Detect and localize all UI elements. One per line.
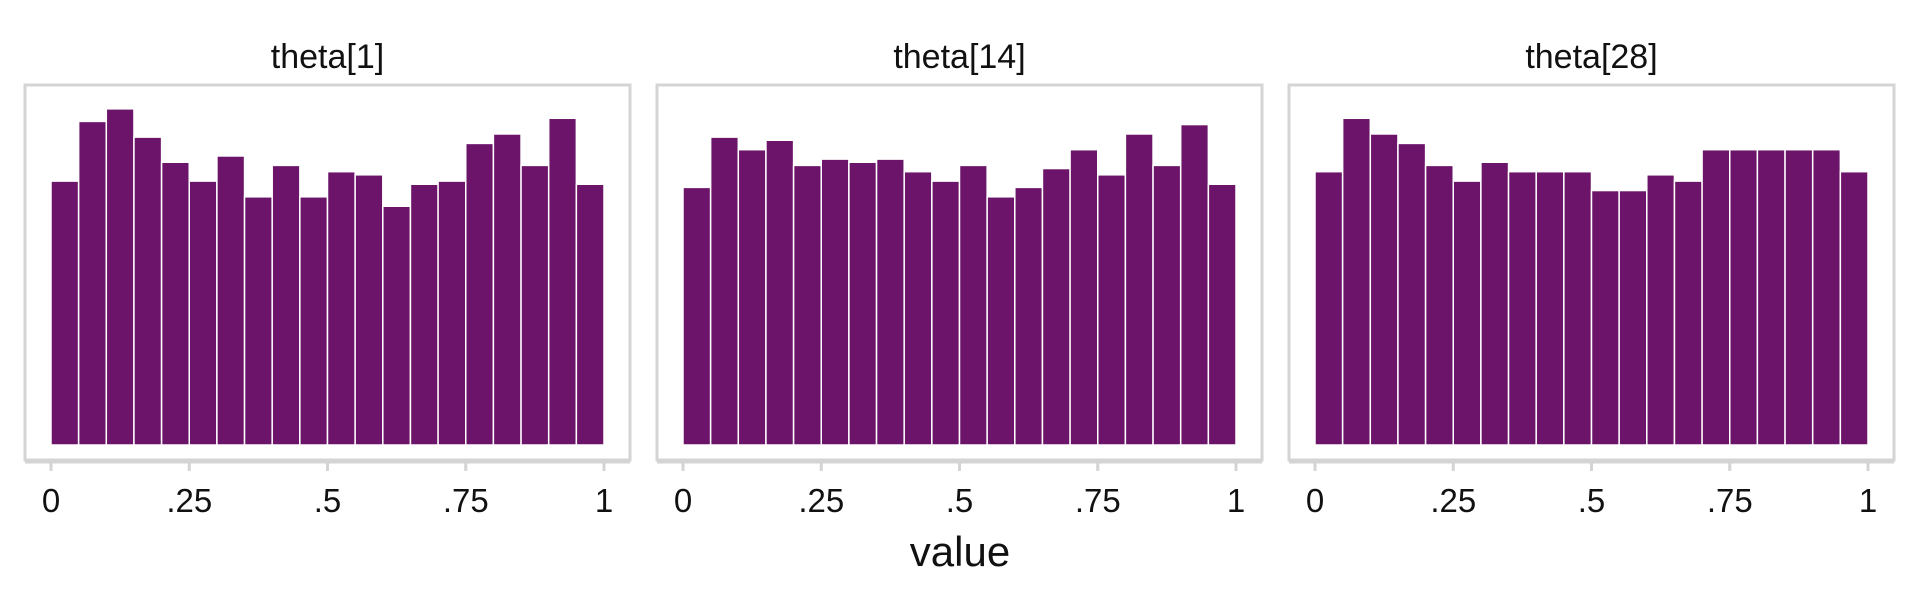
histogram-bar bbox=[188, 180, 218, 446]
histogram-bar bbox=[682, 186, 712, 446]
x-tick-label: .5 bbox=[314, 482, 342, 519]
x-axis-title: value bbox=[910, 528, 1010, 575]
panel-title: theta[28] bbox=[1525, 38, 1657, 76]
histogram-bar bbox=[547, 117, 578, 446]
histogram-bar bbox=[1014, 186, 1044, 446]
x-tick-label: .25 bbox=[166, 482, 212, 519]
histogram-bar bbox=[737, 148, 767, 446]
panel-2: theta[14] 0 .25 .5 .75 1 bbox=[655, 38, 1264, 519]
x-tick-label: .75 bbox=[1707, 482, 1753, 519]
histogram-bar bbox=[105, 108, 135, 446]
x-tick-label: 0 bbox=[674, 482, 692, 519]
histogram-bar bbox=[1811, 148, 1842, 446]
histogram-bar bbox=[492, 133, 522, 446]
histogram-bar bbox=[1646, 174, 1676, 446]
plot-frame bbox=[23, 83, 632, 462]
histogram-bar bbox=[575, 183, 605, 446]
histogram-bar bbox=[1784, 148, 1814, 446]
histogram-bar bbox=[1314, 170, 1344, 446]
histogram-bar bbox=[1618, 189, 1648, 446]
histogram-bar bbox=[77, 120, 108, 446]
histogram-bar bbox=[931, 180, 961, 446]
histogram-bar bbox=[1069, 148, 1099, 446]
histogram-bar bbox=[1097, 174, 1127, 446]
histogram-bar bbox=[299, 196, 329, 446]
histogram-bar bbox=[243, 196, 273, 446]
histogram-bar bbox=[1341, 117, 1372, 446]
panel-1: theta[1] 0 .25 .5 .75 1 bbox=[23, 38, 632, 519]
histogram-bar bbox=[216, 155, 246, 446]
histogram-bar bbox=[409, 183, 439, 446]
histogram-bar bbox=[765, 139, 795, 446]
histogram-bar bbox=[709, 136, 740, 446]
histogram-bar bbox=[271, 164, 301, 446]
histogram-bar bbox=[1590, 189, 1620, 446]
histogram-bar bbox=[382, 205, 412, 446]
histogram-bar bbox=[1397, 142, 1427, 446]
histogram-bar bbox=[1535, 170, 1565, 446]
x-tick-label: .5 bbox=[1578, 482, 1606, 519]
histogram-bar bbox=[1729, 148, 1759, 446]
histogram-bar bbox=[1507, 170, 1537, 446]
histogram-bar bbox=[1563, 170, 1593, 446]
x-tick-label: 0 bbox=[1306, 482, 1324, 519]
histogram-bar bbox=[958, 164, 988, 446]
histogram-bar bbox=[133, 136, 163, 446]
histogram-bar bbox=[1839, 170, 1869, 446]
histogram-bar bbox=[1207, 183, 1237, 446]
panel-3: theta[28] 0 .25 .5 .75 1 bbox=[1287, 38, 1896, 519]
histogram-bar bbox=[792, 164, 822, 446]
x-tick-label: .25 bbox=[798, 482, 844, 519]
x-tick-label: .5 bbox=[946, 482, 974, 519]
histogram-bar bbox=[1152, 164, 1182, 446]
x-tick-label: 1 bbox=[1859, 482, 1877, 519]
histogram-bar bbox=[1179, 123, 1210, 446]
histogram-bar bbox=[326, 170, 356, 446]
histogram-bar bbox=[1756, 148, 1786, 446]
histogram-bar bbox=[1041, 167, 1071, 446]
x-tick-label: .25 bbox=[1430, 482, 1476, 519]
histogram-bar bbox=[160, 161, 191, 446]
x-tick-label: .75 bbox=[443, 482, 489, 519]
histogram-bar bbox=[1673, 180, 1703, 446]
histogram-bar bbox=[1480, 161, 1510, 446]
x-tick-label: 1 bbox=[1227, 482, 1245, 519]
histogram-bar bbox=[1424, 164, 1454, 446]
panel-title: theta[1] bbox=[271, 38, 384, 76]
histogram-bar bbox=[520, 164, 550, 446]
x-tick-label: 1 bbox=[595, 482, 613, 519]
histogram-bar bbox=[50, 180, 80, 446]
histogram-bar bbox=[437, 180, 467, 446]
histogram-bar bbox=[903, 170, 933, 446]
histogram-bar bbox=[1369, 133, 1399, 446]
panel-title: theta[14] bbox=[893, 38, 1025, 76]
histogram-bar bbox=[820, 158, 850, 446]
histogram-bar bbox=[465, 142, 495, 446]
x-tick-label: .75 bbox=[1075, 482, 1121, 519]
histogram-bar bbox=[875, 158, 905, 446]
histogram-bar bbox=[1452, 180, 1482, 446]
plot-frame bbox=[1287, 83, 1896, 462]
x-tick-label: 0 bbox=[42, 482, 60, 519]
plot-frame bbox=[655, 83, 1264, 462]
histogram-bar bbox=[848, 161, 878, 446]
histogram-bar bbox=[986, 196, 1016, 446]
histogram-bar bbox=[1701, 148, 1731, 446]
histogram-bar bbox=[354, 174, 384, 446]
histogram-bar bbox=[1124, 133, 1154, 446]
